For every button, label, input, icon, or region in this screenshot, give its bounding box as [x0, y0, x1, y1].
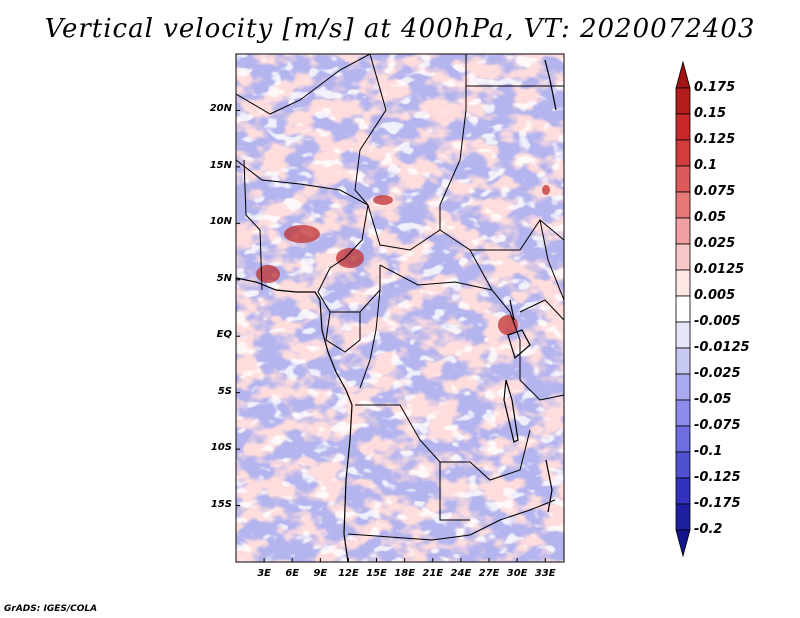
- colorbar-segment: [675, 165, 691, 193]
- border-car-drc: [379, 264, 493, 291]
- colorbar-label: 0.005: [694, 288, 736, 303]
- colorbar-segment: [675, 451, 691, 479]
- lat-tick-label: 10N: [209, 216, 232, 228]
- lat-tick-label: 15N: [209, 159, 232, 171]
- chart-title: Vertical velocity [m/s] at 400hPa, VT: 2…: [44, 14, 756, 44]
- map-frame: [235, 53, 565, 563]
- colorbar-segment: [675, 269, 691, 297]
- border-niger-chad: [354, 149, 369, 206]
- colorbar-segment: [675, 425, 691, 453]
- lat-tick-label: 15S: [210, 498, 232, 510]
- border-tanzania: [519, 379, 564, 401]
- lon-tick-label: 18E: [394, 568, 416, 579]
- colorbar-segment: [675, 295, 691, 323]
- border-gabon: [325, 311, 361, 353]
- coastline: [236, 59, 557, 562]
- border-niger-nigeria: [236, 159, 369, 206]
- colorbar: [675, 60, 691, 558]
- colorbar-label: -0.1: [694, 444, 723, 459]
- colorbar-label: 0.025: [694, 236, 736, 251]
- coast-red-sea: [544, 59, 557, 111]
- colorbar-label: 0.075: [694, 184, 736, 199]
- border-drc-angola: [355, 404, 470, 463]
- colorbar-label: 0.175: [694, 80, 736, 95]
- colorbar-segment: [675, 87, 691, 115]
- lat-tick-label: 5S: [217, 385, 232, 397]
- border-benin: [243, 159, 263, 291]
- colorbar-segment: [675, 191, 691, 219]
- colorbar-segment: [675, 347, 691, 375]
- colorbar-segment: [675, 243, 691, 271]
- lon-tick-label: 9E: [313, 568, 328, 579]
- border-south-sudan: [470, 219, 564, 251]
- colorbar-label: -0.2: [694, 522, 723, 537]
- colorbar-segment: [675, 373, 691, 401]
- border-kenya: [519, 299, 564, 321]
- colorbar-segment: [675, 503, 691, 531]
- lake-albert: [509, 299, 515, 321]
- lon-tick-label: 27E: [478, 568, 500, 579]
- colorbar-label: 0.0125: [694, 262, 745, 277]
- lat-tick-label: 5N: [216, 272, 232, 284]
- lon-tick-label: 12E: [338, 568, 359, 579]
- border-nigeria-cameroon: [317, 204, 369, 293]
- lon-tick-label: 3E: [257, 568, 271, 579]
- colorbar-label: -0.0125: [694, 340, 750, 355]
- coast-west-central: [319, 299, 353, 562]
- lon-tick-label: 6E: [285, 568, 300, 579]
- border-drc-uganda: [491, 289, 521, 380]
- colorbar-segment: [675, 477, 691, 505]
- border-ethiopia: [539, 219, 564, 301]
- border-algeria-niger: [236, 54, 371, 115]
- colorbar-segment: [675, 321, 691, 349]
- border-chad-car: [367, 204, 441, 251]
- colorbar-label: 0.05: [694, 210, 727, 225]
- colorbar-label: -0.075: [694, 418, 741, 433]
- lon-tick-label: 21E: [422, 568, 444, 579]
- colorbar-segment: [675, 139, 691, 167]
- border-drc-zambia: [469, 429, 531, 481]
- lake-victoria: [507, 329, 531, 360]
- colorbar-label: 0.125: [694, 132, 736, 147]
- lake-tanganyika: [503, 379, 519, 443]
- border-congo-drc: [359, 289, 381, 389]
- credit-text: GrADS: IGES/COLA: [4, 604, 98, 614]
- border-angola-namibia: [347, 533, 471, 541]
- lon-tick-label: 15E: [366, 568, 387, 579]
- colorbar-label: -0.025: [694, 366, 741, 381]
- border-angola-zambia: [439, 462, 470, 521]
- colorbar-label: 0.1: [694, 158, 718, 173]
- colorbar-segment: [675, 60, 691, 89]
- colorbar-segment: [675, 529, 691, 558]
- colorbar-label: -0.005: [694, 314, 741, 329]
- colorbar-label: -0.175: [694, 496, 741, 511]
- border-chad-sudan: [439, 109, 467, 230]
- colorbar-segment: [675, 399, 691, 427]
- colorbar-label: -0.125: [694, 470, 741, 485]
- lat-tick-label: 10S: [210, 442, 232, 454]
- border-libya-niger: [359, 54, 387, 151]
- border-zambia-zim: [469, 499, 556, 536]
- colorbar-segment: [675, 113, 691, 141]
- colorbar-label: 0.15: [694, 106, 727, 121]
- velocity-field: [236, 54, 564, 562]
- lat-tick-label: EQ: [216, 329, 232, 341]
- colorbar-label: -0.05: [694, 392, 732, 407]
- lake-malawi: [545, 459, 553, 513]
- lat-tick-label: 20N: [209, 103, 232, 115]
- country-borders: [236, 54, 564, 541]
- axis-ticks: [236, 109, 546, 562]
- colorbar-segment: [675, 217, 691, 245]
- coast-gulf-of-guinea: [236, 277, 321, 301]
- lon-tick-label: 24E: [450, 568, 472, 579]
- lon-tick-label: 33E: [534, 568, 556, 579]
- lon-tick-label: 30E: [506, 568, 528, 579]
